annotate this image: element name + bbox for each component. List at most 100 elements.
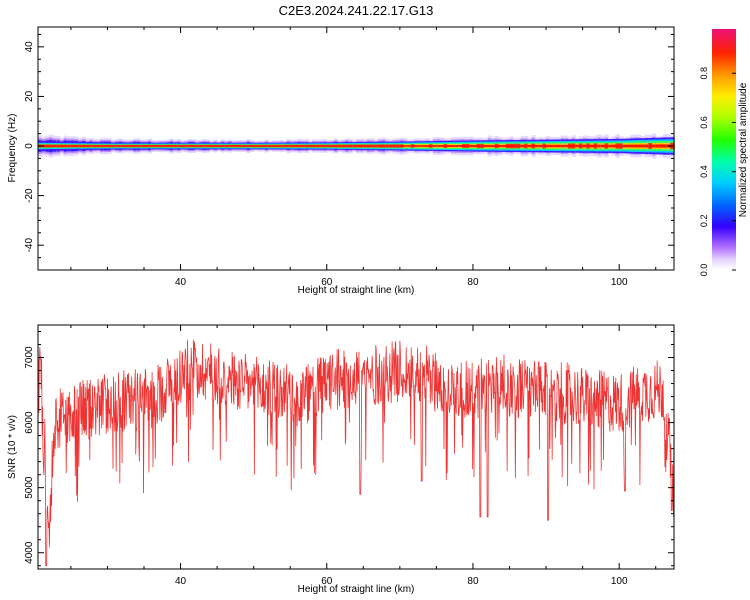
heatmap-cell [403, 145, 408, 147]
heatmap-cell [593, 144, 598, 148]
heatmap-cell [659, 144, 664, 148]
heatmap-cell [59, 145, 65, 147]
heatmap-cell [663, 144, 668, 148]
heatmap-cell [337, 145, 342, 147]
heatmap-cell [648, 144, 653, 148]
colorbar-tick-label: 0.0 [699, 264, 709, 277]
y-tick-label: 20 [24, 90, 35, 102]
heatmap-cell [235, 145, 240, 147]
heatmap-cell [195, 145, 200, 147]
colorbar-scale [712, 29, 736, 270]
heatmap-cell [447, 145, 452, 147]
x-tick-label: 80 [467, 576, 479, 587]
heatmap-cell [366, 145, 372, 147]
heatmap-cell [582, 144, 587, 148]
heatmap-cell [297, 145, 302, 147]
heatmap-cell [242, 145, 247, 147]
snr-xlabel: Height of straight line (km) [298, 584, 415, 595]
heatmap-cell [103, 145, 109, 147]
heatmap-cell [231, 145, 236, 147]
heatmap-cell [213, 145, 218, 147]
x-tick-label: 100 [611, 576, 628, 587]
spectrogram-frame [37, 26, 675, 271]
heatmap-cell [476, 144, 481, 148]
heatmap-cell [619, 144, 624, 148]
heatmap-cell [465, 145, 470, 148]
heatmap-cell [198, 145, 204, 147]
heatmap-cell [399, 145, 405, 147]
heatmap-cell [184, 145, 189, 147]
heatmap-cell [144, 145, 149, 147]
heatmap-cell [472, 144, 478, 148]
heatmap-cell [56, 145, 61, 147]
heatmap-cell [531, 144, 536, 148]
heatmap-cell [578, 144, 584, 148]
heatmap-cell [136, 145, 141, 147]
heatmap-cell [286, 145, 291, 147]
heatmap-cell [524, 144, 529, 148]
spectrogram-ylabel: Frequency (Hz) [7, 114, 18, 183]
heatmap-cell [96, 145, 101, 147]
heatmap-cell [67, 145, 72, 147]
heatmap-cell [78, 145, 83, 147]
heatmap-cell [100, 145, 105, 147]
heatmap-cell [250, 145, 255, 147]
heatmap-cell [122, 145, 127, 147]
spectrogram-heatmap [38, 133, 675, 159]
y-tick-label: 4000 [24, 541, 35, 564]
heatmap-cell [89, 145, 94, 147]
y-tick-label: -40 [24, 238, 35, 253]
heatmap-cell [462, 145, 467, 148]
snr-plot-area [37, 339, 675, 567]
heatmap-cell [575, 144, 580, 148]
heatmap-cell [487, 144, 492, 148]
chart-title: C2E3.2024.241.22.17.G13 [279, 3, 434, 18]
heatmap-cell [509, 144, 514, 148]
x-tick-label: 60 [321, 277, 333, 288]
heatmap-cell [469, 144, 474, 148]
heatmap-cell [264, 145, 269, 147]
heatmap-cell [315, 145, 321, 147]
y-tick-label: -20 [24, 188, 35, 203]
heatmap-cell [319, 145, 324, 147]
heatmap-cell [377, 145, 383, 147]
heatmap-cell [513, 144, 518, 148]
heatmap-cell [560, 144, 565, 148]
heatmap-cell [458, 145, 463, 148]
heatmap-cell [421, 145, 427, 147]
colorbar: 0.0 0.2 0.4 0.6 0.8 Normalized spectral ampl… [699, 29, 749, 276]
heatmap-cell [70, 145, 76, 147]
heatmap-cell [483, 144, 489, 148]
heatmap-cell [308, 145, 313, 147]
heatmap-cell [74, 145, 79, 147]
heatmap-cell [345, 145, 350, 147]
heatmap-cell [549, 144, 554, 148]
heatmap-cell [388, 145, 394, 147]
heatmap-cell [220, 145, 226, 147]
heatmap-cell [326, 145, 332, 147]
x-tick-label: 40 [175, 576, 187, 587]
heatmap-cell [260, 145, 266, 147]
heatmap-cell [535, 144, 540, 148]
heatmap-cell [374, 145, 379, 147]
heatmap-cell [597, 144, 602, 148]
heatmap-cell [557, 144, 562, 148]
heatmap-cell [630, 144, 635, 148]
spectrogram-ticks: 40 60 80 100 -40 -20 0 20 40 [24, 27, 674, 288]
heatmap-cell [92, 145, 98, 147]
heatmap-cell [608, 144, 613, 148]
heatmap-cell [359, 145, 364, 147]
heatmap-cell [45, 145, 50, 147]
heatmap-cell [418, 145, 423, 147]
heatmap-cell [589, 144, 595, 148]
heatmap-cell [173, 145, 178, 147]
heatmap-cell [407, 145, 412, 147]
heatmap-cell [191, 145, 196, 147]
heatmap-cell [520, 144, 525, 148]
heatmap-cell [85, 145, 90, 147]
heatmap-cell [312, 145, 317, 147]
snr-ticks: 40 60 80 100 4000 5000 6000 7000 [24, 325, 674, 587]
heatmap-cell [246, 145, 251, 147]
heatmap-cell [301, 145, 306, 147]
